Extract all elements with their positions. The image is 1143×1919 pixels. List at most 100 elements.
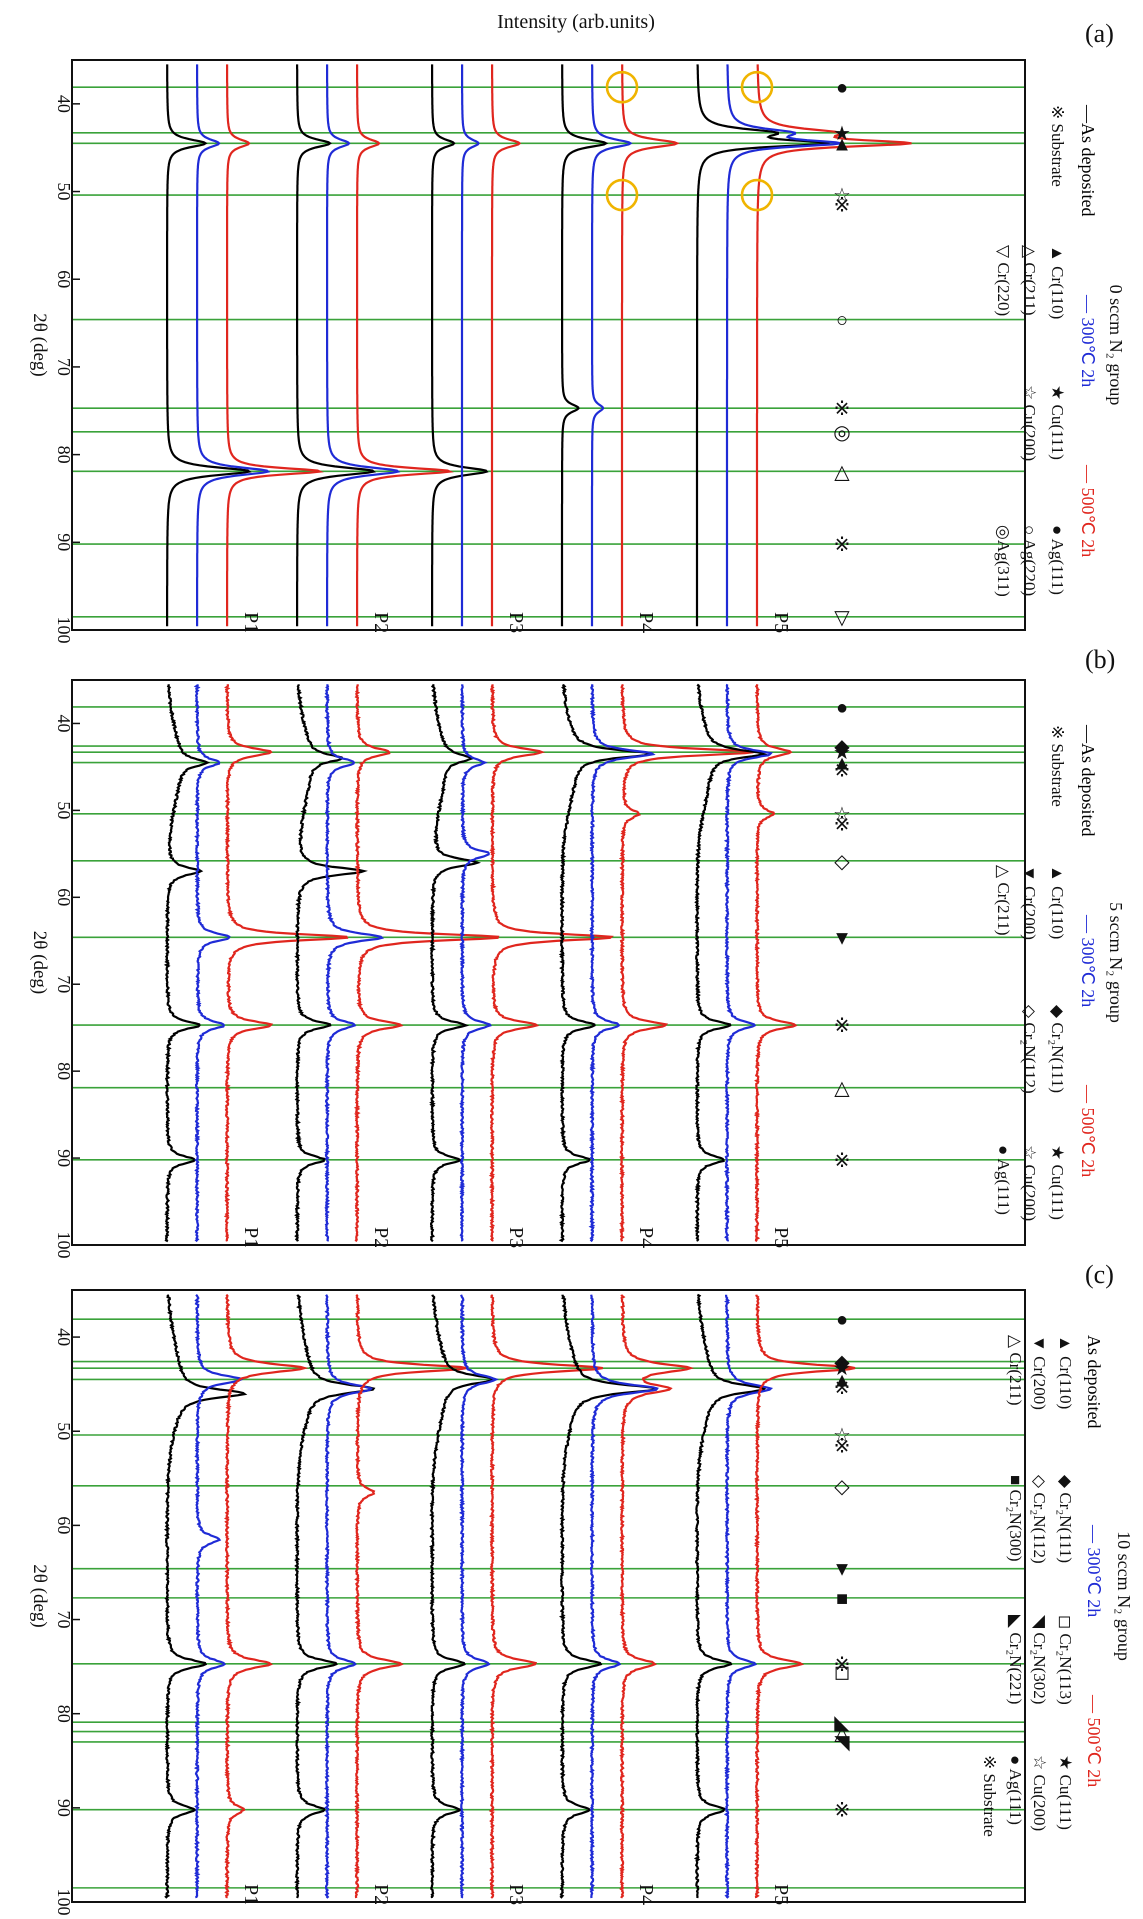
trace-500c	[619, 1294, 695, 1899]
panel-2: P1 P2 P3 P4 P5●◆★▲※☆※◇▼■※◻◣△◥※40506070809010…	[29, 1260, 1134, 1916]
peak-marker: ▲	[832, 1369, 852, 1391]
x-tick-label: 100	[54, 617, 74, 644]
as-deposited-trace	[166, 64, 252, 627]
peak-marker: ★	[833, 1358, 851, 1380]
peak-marker: ▲	[832, 753, 852, 775]
group-title: 10 sccm N₂ group	[1114, 1531, 1134, 1661]
legend-phase: ★ Cu(111)	[1048, 1145, 1067, 1220]
peak-marker: ※	[834, 1150, 851, 1172]
trace-300c	[193, 684, 231, 1243]
peak-marker: ◇	[834, 1476, 850, 1498]
x-tick-label: 90	[54, 1149, 74, 1167]
panel-label: (c)	[1085, 1260, 1114, 1289]
panel-1: P1 P2 P3 P4 P5●◆★▲※☆※◇▼※△※4050607080901002θ …	[29, 645, 1126, 1259]
group-title: 0 sccm N₂ group	[1106, 285, 1126, 406]
x-tick-label: 40	[54, 714, 74, 732]
sample-label: P1	[240, 612, 262, 633]
x-tick-label: 40	[54, 95, 74, 113]
highlight-circle	[740, 70, 774, 104]
trace-500c	[618, 684, 754, 1242]
sample-label: P5	[770, 1884, 792, 1905]
peak-marker: ▼	[832, 1559, 852, 1581]
trace-300c	[588, 683, 656, 1243]
trace-500c	[224, 1293, 309, 1899]
trace-500c	[223, 683, 349, 1242]
peak-marker: ◇	[834, 851, 850, 873]
legend-phase: ▼ Cr(200)	[1030, 1335, 1049, 1410]
peak-marker: ■	[836, 1588, 848, 1610]
peak-marker: ※	[834, 398, 851, 420]
peak-marker: ※	[834, 1654, 851, 1676]
peak-marker: ●	[836, 697, 848, 719]
highlight-circle	[605, 178, 639, 212]
trace-500c	[353, 684, 500, 1243]
plot-frame	[71, 679, 1026, 1246]
as-deposited-trace	[560, 64, 609, 627]
trace-300c	[193, 1294, 244, 1899]
peak-marker: ◥	[834, 1732, 850, 1754]
trace-500c	[488, 684, 614, 1242]
sample-label: P5	[770, 612, 792, 633]
legend-phase: ★ Cu(111)	[1056, 1755, 1075, 1830]
trace-300c	[458, 684, 492, 1242]
legend-phase: ◣ Cr₂N(221)	[1006, 1615, 1025, 1704]
peak-marker: ☆	[833, 1425, 851, 1447]
sample-label: P4	[635, 1884, 657, 1905]
legend-phase: △ Cr(211)	[1006, 1335, 1025, 1406]
sample-label: P1	[240, 1227, 262, 1248]
sample-label: P3	[505, 612, 527, 633]
as-deposited-trace	[294, 1294, 376, 1899]
trace-300c	[589, 1294, 659, 1899]
legend-phase: ◇ Cr₂N(112)	[1020, 1005, 1039, 1094]
trace-300c	[723, 1294, 774, 1899]
as-deposited-trace	[294, 684, 368, 1242]
peak-marker: ※	[834, 1435, 851, 1457]
x-tick-label: 100	[54, 1889, 74, 1916]
peak-marker: ※	[834, 534, 851, 556]
sample-label: P2	[370, 612, 392, 633]
legend-phase: ◆ Cr₂N(111)	[1048, 1005, 1067, 1093]
legend-phase: ◇ Cr₂N(112)	[1030, 1475, 1049, 1564]
trace-300c	[460, 64, 480, 627]
trace-500c	[753, 683, 798, 1243]
legend-phase: ◻ Cr₂N(113)	[1056, 1615, 1075, 1705]
legend-series: — 300℃ 2h	[1078, 914, 1098, 1007]
highlight-circle	[740, 178, 774, 212]
x-tick-label: 90	[54, 1799, 74, 1817]
peak-marker: ☆	[833, 804, 851, 826]
legend-phase: △ Cr(211)	[1020, 245, 1039, 316]
trace-300c	[326, 64, 401, 627]
legend-phase: ● Ag(111)	[994, 1145, 1013, 1215]
trace-300c	[723, 683, 774, 1242]
as-deposited-trace	[695, 64, 830, 627]
x-tick-label: 60	[54, 270, 74, 288]
legend-phase: ※ Substrate	[980, 1755, 999, 1837]
sample-label: P5	[770, 1227, 792, 1248]
peak-marker: ※	[834, 1800, 851, 1822]
as-deposited-trace	[693, 1293, 767, 1899]
peak-marker: △	[834, 1078, 850, 1100]
x-tick-label: 70	[54, 1611, 74, 1629]
legend-phase: ◥ Cr₂N(302)	[1030, 1615, 1049, 1704]
peak-marker: ◆	[834, 736, 850, 758]
x-axis-label: 2θ (deg)	[29, 931, 50, 994]
as-deposited-trace	[163, 1294, 248, 1899]
as-deposited-trace	[558, 683, 653, 1243]
panel-label: (b)	[1085, 645, 1115, 674]
legend-phase: ※ Substrate	[1048, 725, 1067, 807]
legend-phase: ☆ Cu(200)	[1030, 1755, 1049, 1831]
x-tick-label: 80	[54, 1705, 74, 1723]
trace-500c	[490, 64, 522, 627]
legend-phase: ★ Cu(111)	[1048, 385, 1067, 460]
x-tick-label: 50	[54, 183, 74, 201]
x-axis-label: 2θ (deg)	[29, 1564, 50, 1627]
peak-marker: △	[834, 461, 850, 483]
trace-300c	[323, 684, 385, 1242]
peak-marker: ★	[833, 123, 851, 145]
trace-300c	[196, 64, 271, 627]
panel-label: (a)	[1085, 19, 1114, 48]
x-tick-label: 50	[54, 1422, 74, 1440]
intensity-axis-label: Intensity (arb.units)	[497, 11, 655, 33]
